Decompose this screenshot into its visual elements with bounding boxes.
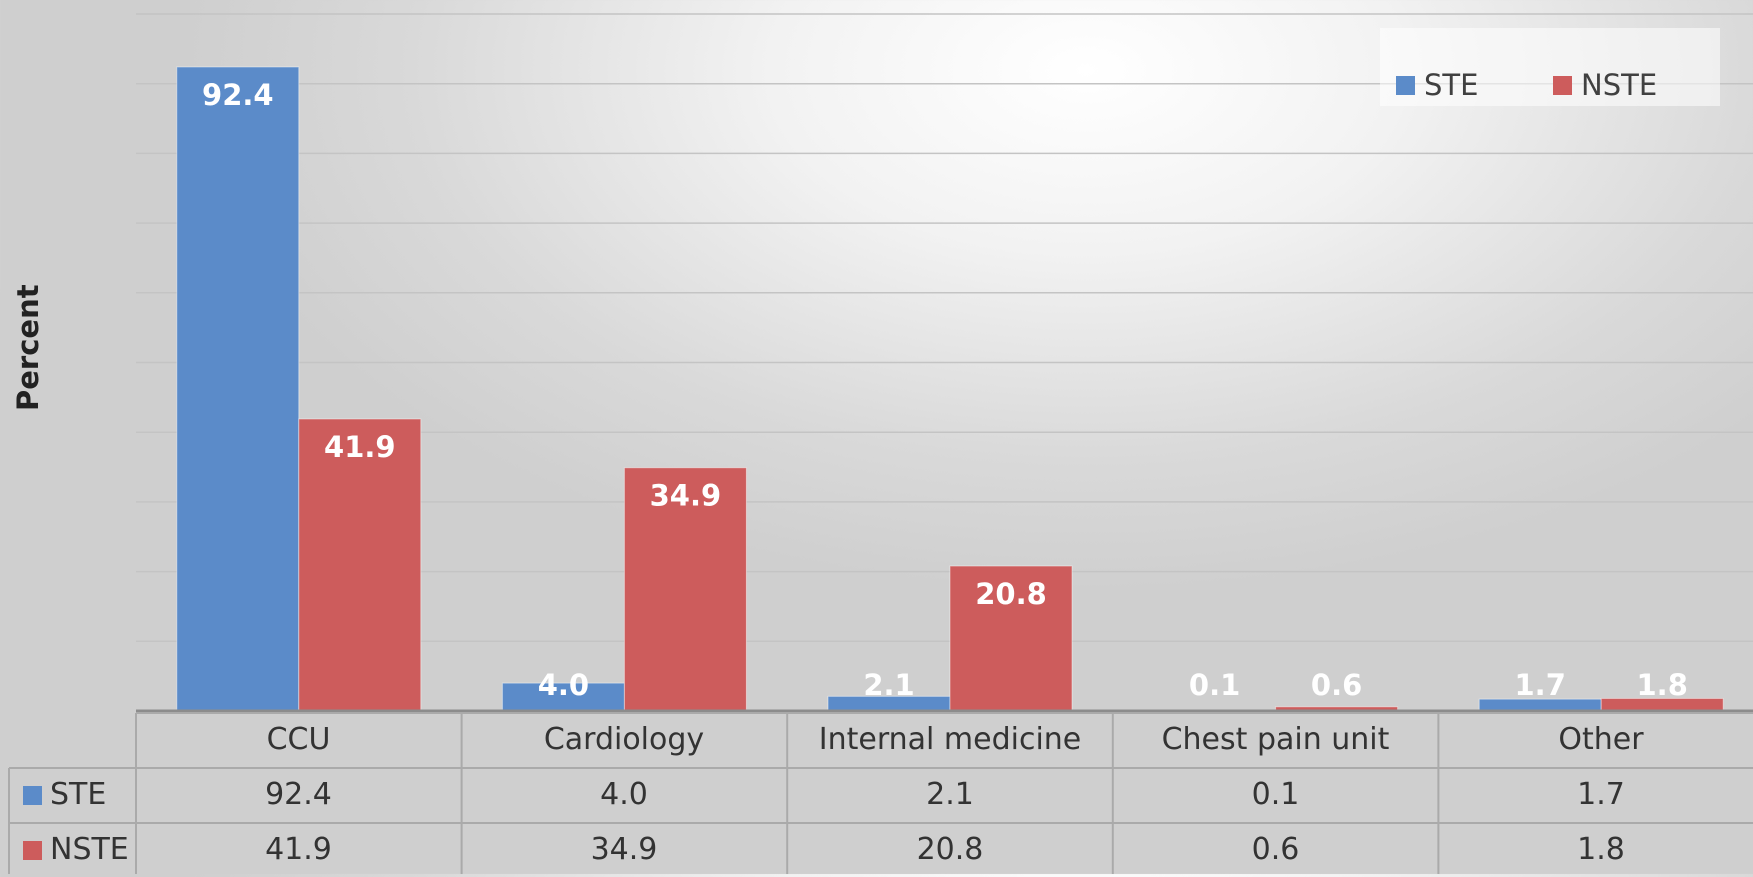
bar-nste-internal-medicine	[949, 565, 1073, 712]
legend-item-nste: NSTE	[1553, 68, 1657, 102]
table-series-ste: STE	[9, 768, 136, 822]
table-cell-nste-ccu: 41.9	[265, 832, 332, 867]
table-cell-nste-chest-pain-unit: 0.6	[1251, 832, 1300, 867]
data-label-ste-chest-pain-unit: 0.1	[1189, 668, 1240, 702]
legend-item-ste: STE	[1396, 68, 1478, 102]
table-category-internal-medicine: Internal medicine	[818, 722, 1082, 757]
table-category-cardiology: Cardiology	[543, 722, 705, 757]
data-label-nste-cardiology: 34.9	[650, 479, 722, 513]
data-label-nste-other: 1.8	[1637, 668, 1688, 702]
table-swatch-nste	[23, 840, 42, 860]
y-axis-label: Percent	[11, 284, 45, 411]
table-cell-ste-other: 1.7	[1577, 777, 1625, 812]
table-series-label-nste: NSTE	[50, 832, 129, 867]
table-swatch-ste	[23, 785, 42, 805]
table-cell-ste-cardiology: 4.0	[600, 777, 648, 812]
legend-label-ste: STE	[1424, 68, 1479, 102]
data-label-nste-chest-pain-unit: 0.6	[1311, 668, 1362, 702]
data-label-nste-internal-medicine: 20.8	[975, 577, 1047, 611]
legend-swatch-ste	[1396, 75, 1415, 95]
table-category-other: Other	[1558, 722, 1644, 757]
table-cell-ste-ccu: 92.4	[265, 777, 332, 812]
bar-nste-ccu	[298, 418, 422, 712]
legend-label-nste: NSTE	[1581, 68, 1658, 102]
bar-nste-cardiology	[623, 467, 747, 712]
table-category-ccu: CCU	[266, 722, 331, 757]
table-series-label-ste: STE	[50, 777, 107, 812]
data-label-ste-ccu: 92.4	[202, 78, 274, 112]
bar-ste-ccu	[176, 66, 300, 712]
legend-swatch-nste	[1553, 75, 1572, 95]
data-label-ste-internal-medicine: 2.1	[863, 668, 914, 702]
table-cell-nste-cardiology: 34.9	[590, 832, 658, 867]
table-category-chest-pain-unit: Chest pain unit	[1161, 722, 1390, 757]
table-series-nste: NSTE	[9, 823, 136, 877]
table-cell-ste-internal-medicine: 2.1	[926, 777, 974, 812]
table-cell-ste-chest-pain-unit: 0.1	[1251, 777, 1300, 812]
data-label-nste-ccu: 41.9	[324, 430, 396, 464]
table-cell-nste-internal-medicine: 20.8	[916, 832, 984, 867]
data-label-ste-cardiology: 4.0	[538, 668, 589, 702]
legend	[1380, 28, 1720, 106]
data-label-ste-other: 1.7	[1515, 668, 1566, 702]
table-cell-nste-other: 1.8	[1577, 832, 1625, 867]
